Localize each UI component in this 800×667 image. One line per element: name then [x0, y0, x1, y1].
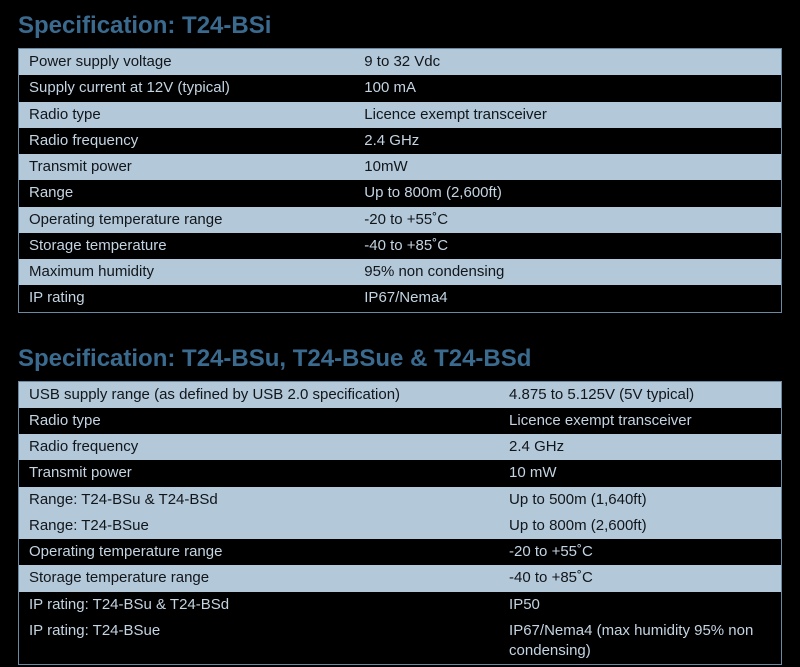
- spec-label: Transmit power: [19, 460, 499, 486]
- spec-value: 100 mA: [354, 75, 781, 101]
- table-row: Storage temperature range-40 to +85˚C: [19, 565, 781, 591]
- table-row: Radio typeLicence exempt transceiver: [19, 408, 781, 434]
- spec-label: IP rating: T24-BSue: [19, 618, 499, 665]
- spec-value: 2.4 GHz: [354, 128, 781, 154]
- table-row: IP rating: T24-BSu & T24-BSdIP50: [19, 592, 781, 618]
- spec-value: 4.875 to 5.125V (5V typical): [499, 382, 781, 408]
- spec-table-1: Power supply voltage9 to 32 VdcSupply cu…: [18, 48, 782, 313]
- spec-label: Supply current at 12V (typical): [19, 75, 354, 101]
- spec-label: Range: T24-BSu & T24-BSd: [19, 487, 499, 513]
- spec-label: Radio type: [19, 408, 499, 434]
- table-row: Radio frequency2.4 GHz: [19, 434, 781, 460]
- table-row: IP rating: T24-BSueIP67/Nema4 (max humid…: [19, 618, 781, 665]
- table-row: Range: T24-BSueUp to 800m (2,600ft): [19, 513, 781, 539]
- spec-label: USB supply range (as defined by USB 2.0 …: [19, 382, 499, 408]
- spec-value: Up to 500m (1,640ft): [499, 487, 781, 513]
- spec-label: Operating temperature range: [19, 207, 354, 233]
- spec-label: Operating temperature range: [19, 539, 499, 565]
- table-row: Range: T24-BSu & T24-BSdUp to 500m (1,64…: [19, 487, 781, 513]
- table-row: Transmit power10mW: [19, 154, 781, 180]
- spec-label: Maximum humidity: [19, 259, 354, 285]
- spec-table-2: USB supply range (as defined by USB 2.0 …: [18, 381, 782, 666]
- spec-value: IP67/Nema4: [354, 285, 781, 311]
- spec-label: IP rating: T24-BSu & T24-BSd: [19, 592, 499, 618]
- spec-value: 2.4 GHz: [499, 434, 781, 460]
- table-row: Storage temperature-40 to +85˚C: [19, 233, 781, 259]
- spec-section-1: Specification: T24-BSi Power supply volt…: [18, 12, 782, 313]
- spec-value: IP50: [499, 592, 781, 618]
- spec-value: Licence exempt transceiver: [354, 102, 781, 128]
- table-row: RangeUp to 800m (2,600ft): [19, 180, 781, 206]
- spec-value: -40 to +85˚C: [499, 565, 781, 591]
- table-row: Operating temperature range-20 to +55˚C: [19, 539, 781, 565]
- table-row: IP ratingIP67/Nema4: [19, 285, 781, 311]
- spec-value: IP67/Nema4 (max humidity 95% non condens…: [499, 618, 781, 665]
- spec-label: IP rating: [19, 285, 354, 311]
- spec-value: Up to 800m (2,600ft): [499, 513, 781, 539]
- table-row: USB supply range (as defined by USB 2.0 …: [19, 382, 781, 408]
- spec-value: -40 to +85˚C: [354, 233, 781, 259]
- spec-value: 95% non condensing: [354, 259, 781, 285]
- spec-value: 10mW: [354, 154, 781, 180]
- spec-value: Licence exempt transceiver: [499, 408, 781, 434]
- spec-label: Range: T24-BSue: [19, 513, 499, 539]
- spec-label: Storage temperature: [19, 233, 354, 259]
- spec-label: Radio frequency: [19, 434, 499, 460]
- spec-value: Up to 800m (2,600ft): [354, 180, 781, 206]
- spec-title-2: Specification: T24-BSu, T24-BSue & T24-B…: [18, 345, 782, 373]
- table-row: Supply current at 12V (typical)100 mA: [19, 75, 781, 101]
- table-row: Maximum humidity95% non condensing: [19, 259, 781, 285]
- spec-value: 10 mW: [499, 460, 781, 486]
- table-row: Transmit power10 mW: [19, 460, 781, 486]
- spec-label: Radio type: [19, 102, 354, 128]
- spec-section-2: Specification: T24-BSu, T24-BSue & T24-B…: [18, 345, 782, 666]
- spec-label: Storage temperature range: [19, 565, 499, 591]
- spec-label: Transmit power: [19, 154, 354, 180]
- table-row: Radio typeLicence exempt transceiver: [19, 102, 781, 128]
- spec-label: Power supply voltage: [19, 49, 354, 75]
- table-row: Operating temperature range-20 to +55˚C: [19, 207, 781, 233]
- spec-label: Range: [19, 180, 354, 206]
- spec-value: -20 to +55˚C: [354, 207, 781, 233]
- spec-label: Radio frequency: [19, 128, 354, 154]
- spec-title-1: Specification: T24-BSi: [18, 12, 782, 40]
- spec-value: -20 to +55˚C: [499, 539, 781, 565]
- table-row: Power supply voltage9 to 32 Vdc: [19, 49, 781, 75]
- spec-value: 9 to 32 Vdc: [354, 49, 781, 75]
- table-row: Radio frequency2.4 GHz: [19, 128, 781, 154]
